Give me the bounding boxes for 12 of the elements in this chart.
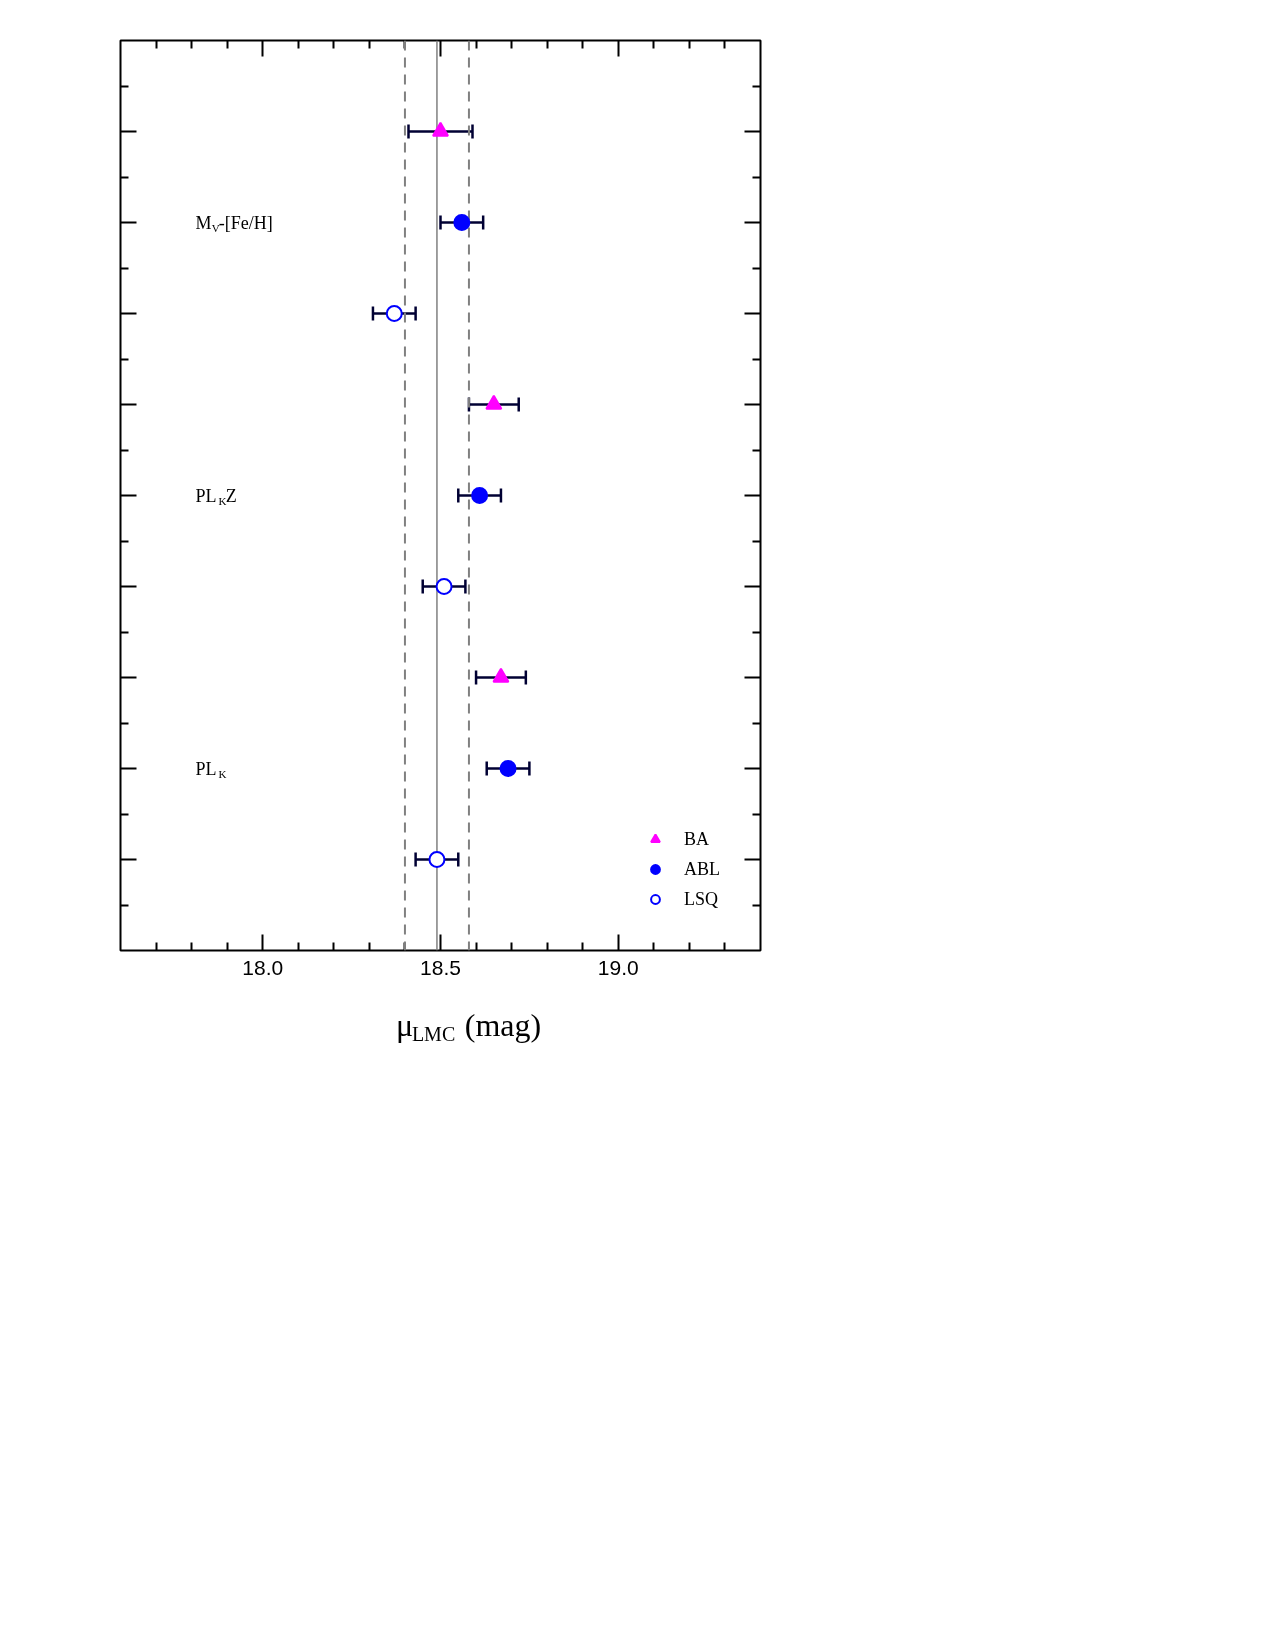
point [385, 305, 403, 322]
point [499, 760, 517, 777]
legend-label: BA [684, 828, 710, 850]
legend-label: ABL [684, 858, 720, 880]
x-tick-label: 18.5 [420, 955, 461, 979]
x-tick-label: 18.0 [242, 955, 284, 979]
x-tick-label: 19.0 [597, 955, 639, 979]
point [453, 214, 471, 231]
point [435, 578, 453, 595]
point [428, 851, 446, 868]
legend-label: LSQ [684, 888, 719, 910]
point [471, 487, 489, 504]
